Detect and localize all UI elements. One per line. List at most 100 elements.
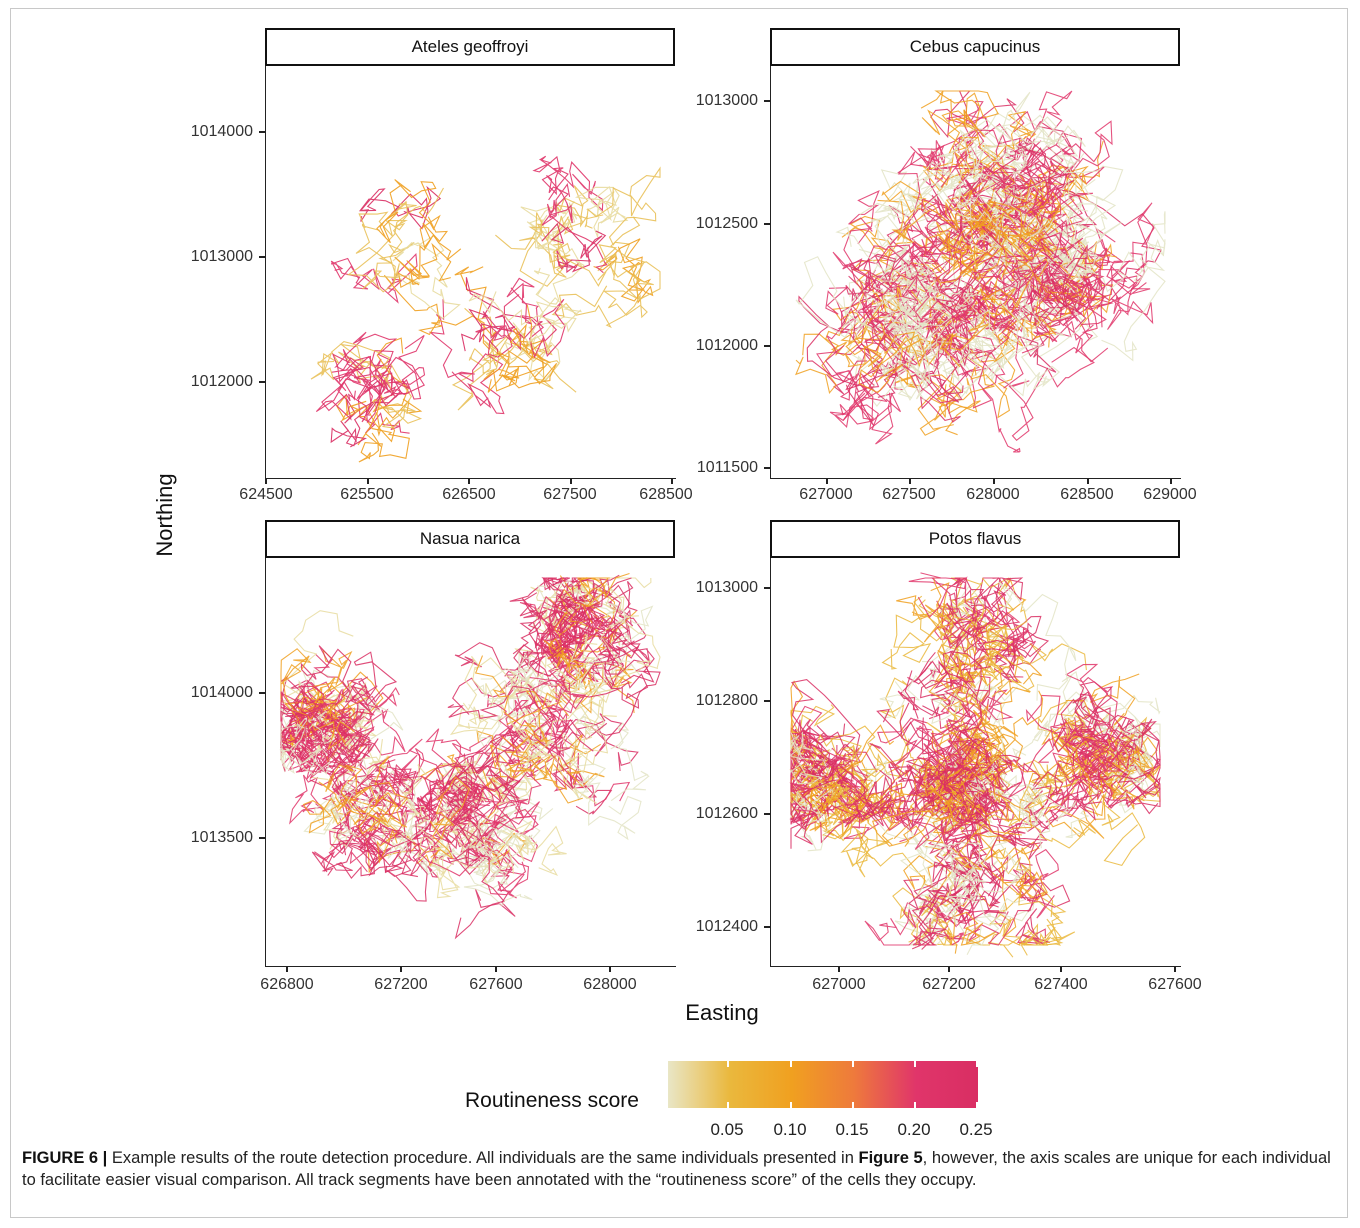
track-segment <box>994 171 1056 218</box>
track-segment <box>318 764 374 814</box>
track-segment <box>993 110 1052 256</box>
track-segment <box>302 774 372 834</box>
track-segment <box>436 753 481 797</box>
track-segment <box>936 231 1005 284</box>
track-segment <box>596 648 655 687</box>
track-segment <box>1009 234 1106 328</box>
ytick-ateles-1: 1013000 <box>190 248 253 265</box>
caption-figure-ref[interactable]: Figure 5 <box>858 1149 923 1167</box>
track-segment <box>978 166 1058 216</box>
track-segment <box>902 372 963 436</box>
track-segment <box>812 725 886 792</box>
tracks-ateles <box>310 155 661 463</box>
figure-caption: FIGURE 6 | Example results of the route … <box>22 1147 1338 1191</box>
track-segment <box>523 736 606 802</box>
track-segment <box>601 601 654 664</box>
track-segment <box>926 738 977 796</box>
track-segment <box>952 801 1021 871</box>
track-segment <box>970 298 1042 373</box>
track-segment <box>798 787 834 852</box>
track-segment <box>883 326 963 404</box>
track-segment <box>610 722 650 802</box>
track-segment <box>918 171 993 229</box>
track-segment <box>947 911 996 954</box>
track-segment <box>553 594 641 659</box>
track-segment <box>859 181 972 222</box>
track-segment <box>487 304 551 393</box>
track-segment <box>575 582 622 658</box>
track-segment <box>998 114 1096 195</box>
track-segment <box>980 346 1095 442</box>
track-segment <box>447 685 568 733</box>
track-segment <box>933 222 1060 354</box>
track-segment <box>487 849 530 899</box>
track-segment <box>789 803 861 844</box>
track-segment <box>943 668 981 733</box>
track-segment <box>1104 750 1154 796</box>
legend-tick-label: 0.15 <box>835 1120 869 1139</box>
track-segment <box>829 371 874 429</box>
track-segment <box>933 227 1003 322</box>
ytick-potos-0: 1013000 <box>695 579 758 596</box>
track-segment <box>934 761 1014 816</box>
track-segment <box>944 754 1022 790</box>
track-segment <box>541 222 607 274</box>
track-segment <box>858 323 922 394</box>
track-segment <box>429 776 470 859</box>
track-segment <box>846 837 927 928</box>
track-segment <box>310 340 412 429</box>
track-segment <box>1084 288 1154 330</box>
track-segment <box>435 832 532 885</box>
xtick-nasua-1: 627200 <box>374 976 428 993</box>
track-segment <box>872 262 958 330</box>
track-segment <box>962 850 1003 911</box>
track-segment <box>912 928 981 946</box>
track-segment <box>980 640 1087 681</box>
track-segment <box>942 650 1035 698</box>
panel-title-cebus: Cebus capucinus <box>770 28 1180 66</box>
track-segment <box>829 760 926 822</box>
track-segment <box>819 787 905 817</box>
track-segment <box>1016 783 1077 849</box>
xtick-potos-1: 627200 <box>922 976 976 993</box>
track-segment <box>845 292 901 370</box>
track-segment <box>943 716 991 794</box>
track-segment <box>918 700 983 782</box>
track-segment <box>474 655 542 759</box>
track-segment <box>376 179 449 249</box>
track-segment <box>314 817 392 861</box>
track-segment <box>942 619 991 684</box>
track-segment <box>550 604 594 660</box>
track-segment <box>316 734 384 795</box>
ytick-cebus-1: 1012500 <box>695 215 758 232</box>
track-segment <box>509 704 598 804</box>
track-segment <box>336 756 399 813</box>
track-segment <box>279 725 331 776</box>
track-segment <box>318 707 365 764</box>
track-segment <box>1096 731 1161 808</box>
ytick-cebus-2: 1012000 <box>695 337 758 354</box>
ytick-cebus-3: 1011500 <box>696 459 758 476</box>
track-segment <box>546 634 612 707</box>
track-segment <box>867 763 933 827</box>
track-segment <box>341 766 402 828</box>
track-segment <box>876 677 910 777</box>
xtick-nasua-3: 628000 <box>583 976 637 993</box>
track-segment <box>1075 729 1118 800</box>
track-segment <box>967 141 1068 190</box>
track-segment <box>873 318 926 393</box>
track-segment <box>280 722 319 773</box>
track-segment <box>907 254 945 310</box>
track-segment <box>942 726 994 790</box>
xtick-cebus-2: 628000 <box>966 486 1020 503</box>
track-segment <box>454 750 522 799</box>
track-segment <box>897 670 952 718</box>
track-segment <box>446 734 507 788</box>
track-segment <box>1086 767 1161 815</box>
track-segment <box>584 166 661 277</box>
track-segment <box>541 174 608 274</box>
track-segment <box>911 885 967 950</box>
ytick-nasua-1: 1013500 <box>190 829 253 846</box>
track-segment <box>1111 721 1150 814</box>
legend-tick-label: 0.20 <box>897 1120 931 1139</box>
